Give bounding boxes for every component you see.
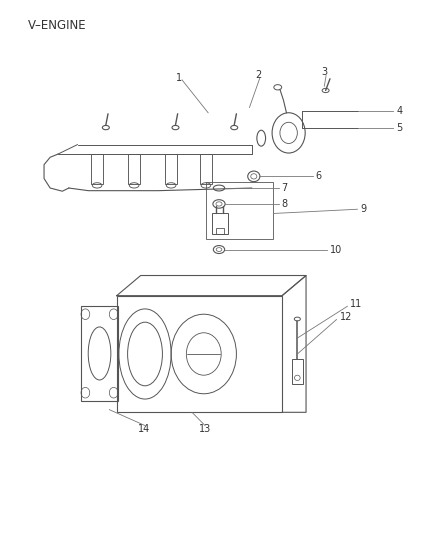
Bar [212, 214, 228, 233]
Text: 10: 10 [330, 245, 342, 255]
Bar [215, 228, 224, 233]
Bar [165, 154, 177, 184]
Text: 12: 12 [339, 312, 352, 322]
Bar [91, 154, 103, 184]
Text: 8: 8 [282, 199, 288, 209]
Text: 14: 14 [138, 424, 150, 434]
Bar [81, 306, 118, 401]
Bar [117, 296, 282, 413]
Text: 6: 6 [316, 172, 322, 181]
Text: 3: 3 [321, 68, 328, 77]
Text: V–ENGINE: V–ENGINE [28, 19, 86, 32]
Bar [128, 154, 140, 184]
Text: 1: 1 [176, 72, 182, 83]
Bar [292, 359, 303, 384]
Bar [200, 154, 212, 184]
Text: 7: 7 [282, 183, 288, 193]
Text: 4: 4 [396, 106, 403, 116]
Text: 13: 13 [199, 424, 211, 434]
Text: 2: 2 [255, 70, 262, 79]
Text: 11: 11 [350, 298, 363, 309]
Text: 9: 9 [360, 204, 367, 214]
Bar [206, 182, 273, 239]
Text: 5: 5 [396, 123, 403, 133]
